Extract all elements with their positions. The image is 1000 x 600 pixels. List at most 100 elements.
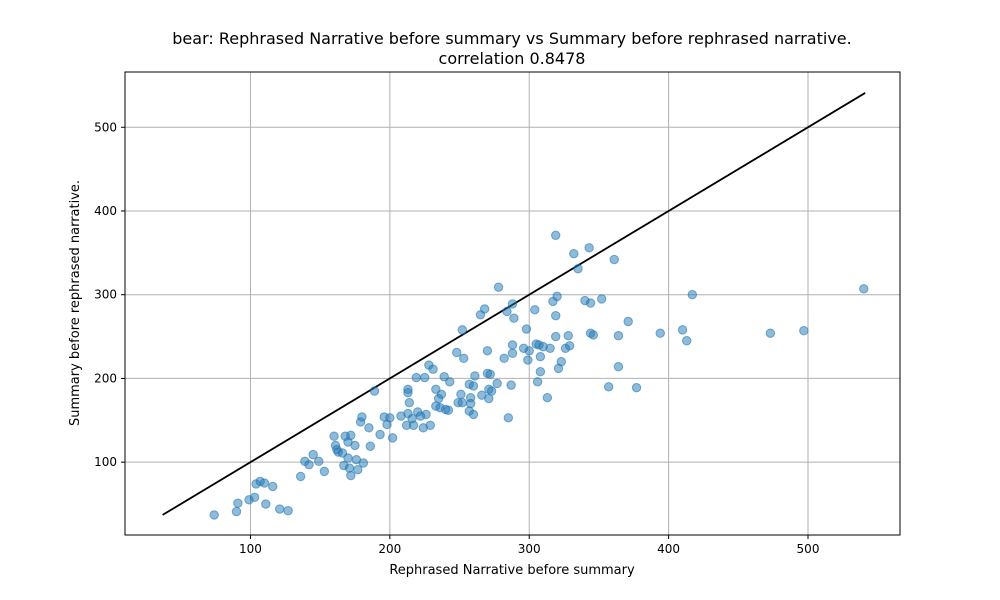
data-point (365, 441, 376, 451)
data-point (573, 264, 583, 274)
data-point (799, 326, 809, 336)
data-point (502, 306, 512, 317)
data-point (682, 336, 692, 346)
data-point (344, 463, 355, 473)
data-point (486, 386, 497, 396)
data-point (275, 504, 285, 514)
data-point (283, 506, 293, 516)
x-tick-label: 500 (797, 542, 820, 556)
data-point (346, 430, 356, 441)
data-point (623, 316, 633, 327)
data-point (569, 248, 579, 259)
data-point (457, 398, 468, 408)
data-points (209, 230, 869, 520)
data-point (613, 331, 624, 341)
data-point (499, 353, 509, 364)
data-point (443, 405, 454, 415)
data-point (329, 431, 339, 441)
data-point (436, 389, 447, 400)
data-point (468, 409, 479, 420)
data-point (314, 456, 324, 467)
x-tick-label: 200 (378, 542, 401, 556)
data-point (459, 353, 469, 364)
data-point (597, 294, 607, 304)
data-point (375, 429, 385, 440)
y-tick-label: 100 (94, 455, 117, 469)
data-point (609, 254, 619, 265)
chart-subtitle: correlation 0.8478 (439, 49, 586, 68)
data-point (530, 305, 540, 315)
data-point (445, 377, 455, 387)
data-point (556, 356, 566, 367)
data-point (551, 230, 561, 240)
data-point (503, 413, 514, 423)
data-point (425, 420, 435, 431)
data-point (369, 386, 380, 396)
data-point (509, 313, 519, 323)
data-point (346, 470, 356, 481)
axis-ticks: 100 200 300 400 500 100 200 300 400 500 (94, 120, 819, 556)
data-point (535, 351, 546, 362)
x-tick-label: 400 (657, 542, 680, 556)
data-point (524, 346, 534, 356)
data-point (551, 310, 561, 321)
data-point (492, 378, 502, 389)
data-point (765, 328, 776, 338)
data-point (268, 481, 278, 492)
data-point (350, 440, 360, 451)
data-point (563, 331, 573, 341)
data-point (687, 290, 698, 300)
data-point (233, 498, 243, 508)
data-point (523, 355, 533, 365)
data-point (421, 409, 431, 420)
data-point (552, 291, 562, 302)
data-point (403, 384, 413, 395)
data-point (507, 299, 518, 309)
x-axis-label: Rephrased Narrative before summary (389, 563, 635, 578)
data-point (209, 510, 219, 520)
data-point (493, 282, 504, 292)
x-tick-label: 300 (518, 542, 541, 556)
data-point (545, 343, 555, 353)
data-point (353, 464, 363, 475)
data-point (452, 347, 462, 358)
data-point (259, 478, 270, 488)
data-point (249, 492, 260, 503)
data-point (419, 372, 430, 383)
data-point (479, 304, 490, 314)
data-point (506, 380, 516, 390)
data-point (308, 449, 318, 460)
y-tick-label: 200 (94, 371, 117, 385)
data-point (358, 458, 369, 468)
y-tick-label: 500 (94, 120, 117, 134)
data-point (411, 372, 422, 383)
data-point (588, 330, 599, 340)
data-point (295, 471, 306, 482)
data-point (319, 466, 330, 477)
data-point (631, 382, 642, 393)
plot-frame (124, 71, 901, 536)
y-tick-label: 300 (94, 288, 117, 302)
data-point (485, 369, 495, 379)
data-point (457, 325, 468, 335)
data-point (677, 325, 688, 335)
data-point (261, 499, 271, 509)
y-tick-label: 400 (94, 204, 117, 218)
data-point (231, 506, 242, 517)
data-point (532, 377, 543, 387)
data-point (585, 298, 596, 308)
data-point (343, 453, 353, 463)
data-point (304, 459, 314, 470)
data-point (507, 340, 518, 350)
data-point (428, 364, 438, 374)
data-point (535, 367, 546, 377)
data-point (521, 324, 532, 334)
data-point (564, 341, 575, 351)
chart-title: bear: Rephrased Narrative before summary… (172, 29, 851, 48)
data-point (482, 346, 493, 356)
data-point (456, 389, 466, 400)
data-point (357, 412, 367, 422)
data-point (385, 413, 395, 423)
data-point (507, 348, 518, 359)
